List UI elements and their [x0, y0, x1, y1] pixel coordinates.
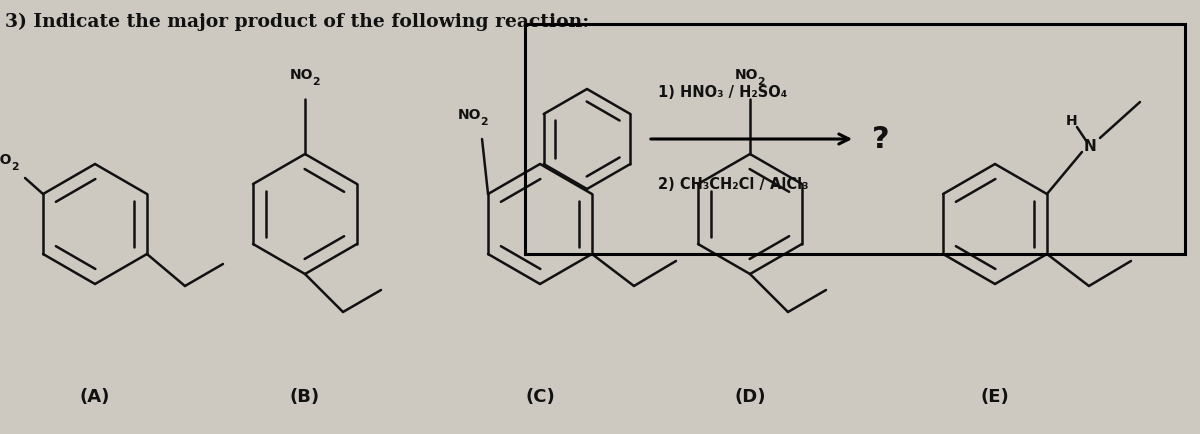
Text: (D): (D): [734, 387, 766, 405]
Text: 2: 2: [480, 117, 487, 127]
Text: H: H: [1066, 114, 1078, 128]
Text: (C): (C): [526, 387, 554, 405]
Text: NO: NO: [290, 68, 313, 82]
Text: 1) HNO₃ / H₂SO₄: 1) HNO₃ / H₂SO₄: [658, 85, 787, 100]
Text: (B): (B): [290, 387, 320, 405]
Text: 2: 2: [11, 162, 19, 172]
Text: 3) Indicate the major product of the following reaction:: 3) Indicate the major product of the fol…: [5, 13, 589, 31]
Text: NO: NO: [458, 108, 481, 122]
Text: 2: 2: [757, 77, 764, 87]
Text: (A): (A): [80, 387, 110, 405]
Text: (E): (E): [980, 387, 1009, 405]
Text: 2) CH₃CH₂Cl / AlCl₃: 2) CH₃CH₂Cl / AlCl₃: [658, 177, 809, 192]
Text: NO: NO: [0, 153, 12, 167]
Text: 2: 2: [312, 77, 319, 87]
Text: NO: NO: [734, 68, 758, 82]
Text: ?: ?: [872, 125, 889, 154]
Text: N: N: [1084, 139, 1097, 154]
